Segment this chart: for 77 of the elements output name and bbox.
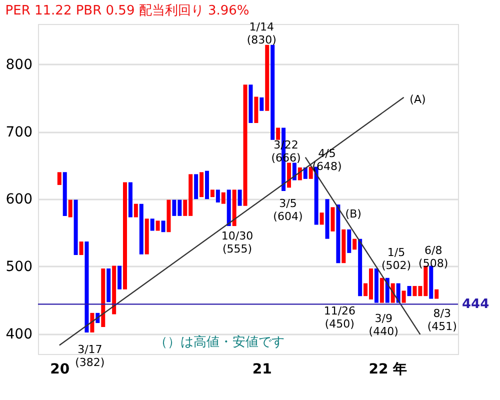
bar [320, 212, 324, 225]
x-tick-label: 22 年 [368, 362, 408, 378]
bar [232, 190, 236, 226]
bar [325, 199, 330, 239]
bar [238, 190, 242, 206]
y-tick-label: 500 [6, 258, 32, 275]
bar [396, 283, 400, 303]
annotation: 11/26 (450) [324, 304, 356, 330]
annotation: 8/3 (451) [427, 307, 457, 334]
bar [194, 174, 198, 200]
y-tick-label: 600 [6, 192, 32, 208]
y-tick-label: 400 [6, 326, 32, 342]
bar [68, 200, 72, 218]
bar [292, 162, 296, 180]
bar [221, 192, 226, 204]
annotation: (A) [410, 93, 426, 106]
bar [90, 312, 94, 332]
chart-title: PER 11.22 PBR 0.59 配当利回り 3.96% [5, 3, 250, 18]
bar [139, 204, 144, 254]
y-tick-label: 700 [6, 124, 32, 140]
bar [254, 96, 258, 123]
bar [101, 268, 106, 328]
bar [342, 229, 346, 264]
bar [118, 266, 122, 290]
bar [358, 238, 362, 296]
bar [200, 172, 204, 198]
bar [84, 242, 89, 332]
bar [402, 290, 406, 303]
annotation: （）は高値・安値です [154, 334, 285, 350]
bar [106, 268, 111, 302]
annotation: (B) [345, 208, 362, 221]
bar [156, 220, 160, 231]
annotation: 3/17 (382) [75, 342, 105, 369]
bar [62, 172, 67, 216]
bar [79, 242, 84, 255]
bar [144, 218, 149, 254]
bar [374, 268, 378, 303]
bar [380, 278, 384, 303]
bar [57, 172, 62, 185]
bar [243, 84, 248, 206]
annotation: 1/14 (830) [246, 20, 276, 46]
bar [150, 218, 154, 231]
bar [265, 44, 270, 111]
annotation: 3/5 (604) [273, 197, 303, 224]
bar [336, 204, 340, 264]
bar [308, 166, 313, 179]
bar [134, 204, 138, 218]
bar [330, 207, 335, 232]
bar [128, 182, 132, 218]
bar [216, 190, 220, 202]
x-tick-label: 20 [50, 362, 70, 378]
bar [205, 170, 209, 200]
bar [407, 286, 412, 296]
bar [248, 84, 253, 123]
bar [270, 44, 275, 140]
ref-line-label: 444 [462, 297, 490, 312]
annotation: 1/5 (502) [381, 246, 412, 272]
bar [347, 229, 352, 253]
annotation: 3/9 (440) [368, 312, 398, 338]
y-tick-label: 800 [6, 56, 32, 73]
annotation: 6/8 (508) [418, 244, 448, 270]
bar [434, 289, 439, 299]
bar [287, 162, 291, 188]
bar [123, 182, 127, 290]
bar [161, 220, 166, 232]
bar [276, 128, 280, 140]
bar [385, 278, 390, 303]
bar [74, 200, 78, 255]
annotation: 10/30 (555) [221, 229, 254, 256]
bar [166, 200, 171, 232]
bar [112, 266, 116, 314]
bar [260, 97, 264, 111]
bar [303, 167, 308, 179]
x-tick-label: 21 [252, 362, 272, 378]
bar [210, 190, 214, 198]
bar [226, 190, 231, 226]
bar [352, 238, 357, 250]
